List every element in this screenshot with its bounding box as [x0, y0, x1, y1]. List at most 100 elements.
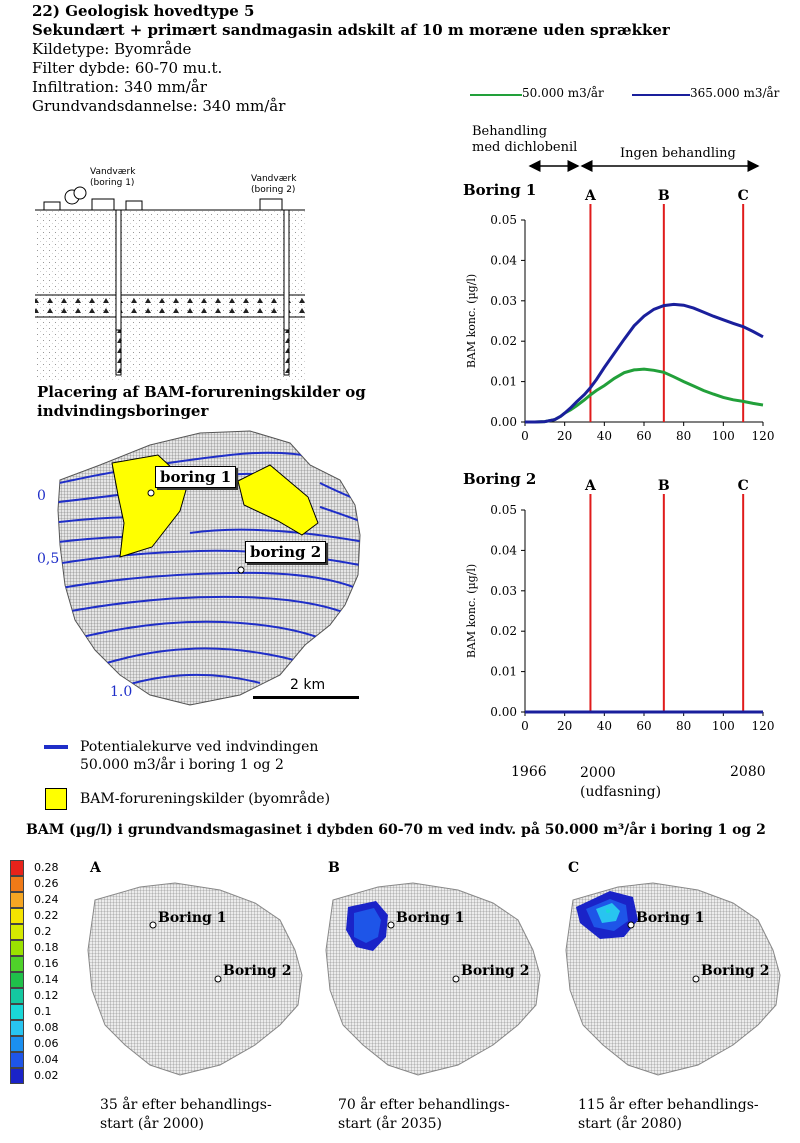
- plume-map-B: [325, 882, 541, 1076]
- marker-label-C: C: [738, 188, 749, 204]
- y-tick-label: 0.01: [490, 665, 517, 679]
- colorbar-label: 0.04: [34, 1053, 59, 1066]
- panel-boring1-label: Boring 1: [396, 910, 465, 926]
- scale-bar: [253, 696, 359, 699]
- legend-source-label: BAM-forureningskilder (byområde): [80, 791, 331, 807]
- well-marker-boring1: [627, 921, 635, 929]
- colorbar-swatch: [10, 1052, 24, 1068]
- x-tick-label: 100: [712, 719, 735, 733]
- legend-swatch-50000: [470, 94, 522, 96]
- timeline-2000: 2000 (udfasning): [580, 765, 662, 800]
- model-area: [87, 882, 303, 1076]
- legend-contour-label: Potentialekurve ved indvindingen 50.000 …: [80, 739, 319, 773]
- marker-label-A: A: [584, 478, 597, 494]
- colorbar-swatch: [10, 1020, 24, 1036]
- colorbar-label: 0.08: [34, 1021, 59, 1034]
- x-tick-label: 120: [752, 429, 775, 443]
- colorbar-label: 0.24: [34, 893, 59, 906]
- colorbar-label: 0.14: [34, 973, 59, 986]
- well-marker-boring2: [692, 975, 700, 983]
- chart-boring-2: 0.00 0.01 0.02 0.03 0.04 0.05 0 20 40 60 80 100 120 B…: [465, 478, 775, 733]
- timeline-1966: 1966: [511, 764, 547, 780]
- colorbar-swatch: [10, 956, 24, 972]
- series-line-0: [525, 367, 764, 424]
- marker-label-B: B: [658, 478, 670, 494]
- colorbar-swatch: [10, 1004, 24, 1020]
- x-tick-label: 80: [676, 429, 691, 443]
- contour-label-10: 1.0: [110, 684, 133, 700]
- panel-letter-C: C: [568, 860, 580, 876]
- colorbar-swatch: [10, 892, 24, 908]
- colorbar: 0.28 0.26 0.24 0.22 0.2 0.18 0.16 0.14 0.12 0.1 0.…: [10, 860, 80, 1085]
- colorbar-label: 0.18: [34, 941, 59, 954]
- x-tick-label: 100: [712, 429, 735, 443]
- map-title: Placering af BAM-forureningskilder og in…: [37, 383, 366, 420]
- colorbar-swatch: [10, 924, 24, 940]
- colorbar-label: 0.2: [34, 925, 52, 938]
- plume-mid: [354, 908, 381, 943]
- plume-map-C: [565, 882, 781, 1076]
- filter-depth: Filter dybde: 60-70 mu.t.: [32, 59, 223, 77]
- colorbar-swatch: [10, 876, 24, 892]
- colorbar-label: 0.16: [34, 957, 59, 970]
- y-tick-label: 0.00: [490, 705, 517, 719]
- y-axis-label: BAM konc. (µg/l): [465, 274, 478, 368]
- well-marker-boring2: [214, 975, 222, 983]
- cross-section: [35, 186, 305, 380]
- chart-boring-1: 0.00 0.01 0.02 0.03 0.04 0.05 0 20 40 60 80 100 120 B…: [465, 188, 775, 443]
- panel-boring2-label: Boring 2: [223, 963, 292, 979]
- y-axis-label: BAM konc. (µg/l): [465, 564, 478, 658]
- map-boring1-tag: boring 1: [155, 466, 237, 488]
- colorbar-label: 0.22: [34, 909, 59, 922]
- marker-label-A: A: [584, 188, 597, 204]
- y-tick-label: 0.04: [490, 543, 517, 557]
- map-boring2-tag: boring 2: [245, 541, 327, 563]
- scale-label: 2 km: [290, 677, 326, 693]
- panel-caption-C: 115 år efter behandlings- start (år 2080…: [578, 1097, 759, 1132]
- colorbar-swatch: [10, 972, 24, 988]
- series-line-1: [525, 302, 764, 424]
- y-tick-label: 0.05: [490, 213, 517, 227]
- colorbar-swatch: [10, 1036, 24, 1052]
- x-tick-label: 20: [557, 429, 572, 443]
- doc-subtitle: Sekundært + primært sandmagasin adskilt …: [32, 21, 670, 39]
- x-tick-label: 20: [557, 719, 572, 733]
- y-tick-label: 0.02: [490, 334, 517, 348]
- colorbar-label: 0.1: [34, 1005, 52, 1018]
- x-tick-label: 60: [636, 429, 651, 443]
- source-type: Kildetype: Byområde: [32, 40, 192, 58]
- y-tick-label: 0.02: [490, 624, 517, 638]
- colorbar-swatch: [10, 988, 24, 1004]
- y-tick-label: 0.00: [490, 415, 517, 429]
- well1-label: Vandværk (boring 1): [90, 167, 136, 188]
- legend-label-50000: 50.000 m3/år: [522, 86, 604, 100]
- doc-title: 22) Geologisk hovedtype 5: [32, 2, 255, 20]
- marker-label-C: C: [738, 478, 749, 494]
- panel-boring2-label: Boring 2: [701, 963, 770, 979]
- panel-caption-A: 35 år efter behandlings- start (år 2000): [100, 1097, 272, 1132]
- plume-core: [606, 909, 610, 913]
- treatment-without-label: Ingen behandling: [620, 146, 736, 161]
- colorbar-swatch: [10, 908, 24, 924]
- x-tick-label: 120: [752, 719, 775, 733]
- colorbar-label: 0.06: [34, 1037, 59, 1050]
- well-marker-boring1: [149, 921, 157, 929]
- well-marker-boring2: [452, 975, 460, 983]
- x-tick-label: 40: [597, 429, 612, 443]
- infiltration: Infiltration: 340 mm/år: [32, 78, 207, 96]
- plume-map-A: [87, 882, 303, 1076]
- y-tick-label: 0.05: [490, 503, 517, 517]
- treatment-arrows: [528, 160, 760, 172]
- colorbar-label: 0.02: [34, 1069, 59, 1082]
- panel-letter-A: A: [90, 860, 101, 876]
- panel-letter-B: B: [328, 860, 340, 876]
- y-tick-label: 0.03: [490, 584, 517, 598]
- y-tick-label: 0.03: [490, 294, 517, 308]
- legend-swatch-365000: [632, 94, 690, 96]
- colorbar-swatch: [10, 860, 24, 876]
- timeline-2080: 2080: [730, 764, 766, 780]
- panel-boring2-label: Boring 2: [461, 963, 530, 979]
- panel-boring1-label: Boring 1: [636, 910, 705, 926]
- colorbar-swatch: [10, 1068, 24, 1084]
- panel-caption-B: 70 år efter behandlings- start (år 2035): [338, 1097, 510, 1132]
